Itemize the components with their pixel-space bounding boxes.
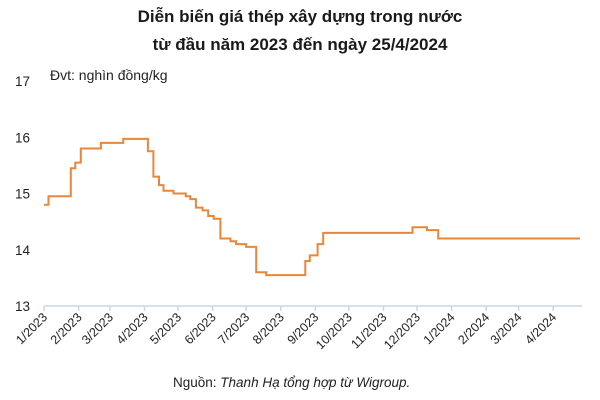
x-tick-label: 3/2023 <box>79 310 116 347</box>
x-tick-label: 10/2023 <box>313 310 355 352</box>
source-text: Thanh Hạ tổng hợp từ Wigroup. <box>220 375 410 390</box>
price-line <box>44 137 580 277</box>
x-tick-label: 2/2024 <box>455 310 492 347</box>
chart-title-line-1: Diễn biến giá thép xây dựng trong nước <box>138 7 463 26</box>
x-axis-tick-marks <box>43 306 554 311</box>
x-tick-label: 7/2023 <box>215 310 252 347</box>
y-tick-label: 14 <box>15 243 31 258</box>
y-tick-label: 13 <box>15 299 30 314</box>
x-tick-label: 6/2023 <box>182 310 219 347</box>
y-tick-label: 16 <box>15 130 30 145</box>
y-axis-ticks: 13 14 15 16 17 <box>15 74 31 314</box>
y-tick-label: 15 <box>15 187 30 202</box>
x-tick-label: 5/2023 <box>147 310 184 347</box>
x-tick-label: 12/2023 <box>381 310 423 352</box>
y-tick-label: 17 <box>15 74 30 89</box>
x-tick-label: 1/2023 <box>13 310 50 347</box>
x-tick-label: 2/2023 <box>48 310 85 347</box>
x-tick-label: 4/2023 <box>114 310 151 347</box>
x-tick-label: 3/2024 <box>488 310 525 347</box>
chart-title-line-2: từ đầu năm 2023 đến ngày 25/4/2024 <box>153 35 448 54</box>
source-note: Nguồn: Thanh Hạ tổng hợp từ Wigroup. <box>173 375 410 390</box>
source-prefix: Nguồn: <box>173 375 220 390</box>
x-tick-label: 8/2023 <box>250 310 287 347</box>
unit-label: Đvt: nghìn đồng/kg <box>50 67 168 83</box>
x-tick-label: 4/2024 <box>522 310 559 347</box>
x-axis-labels: 1/20232/20233/20234/20235/20236/20237/20… <box>13 310 559 352</box>
x-tick-label: 1/2024 <box>421 310 458 347</box>
